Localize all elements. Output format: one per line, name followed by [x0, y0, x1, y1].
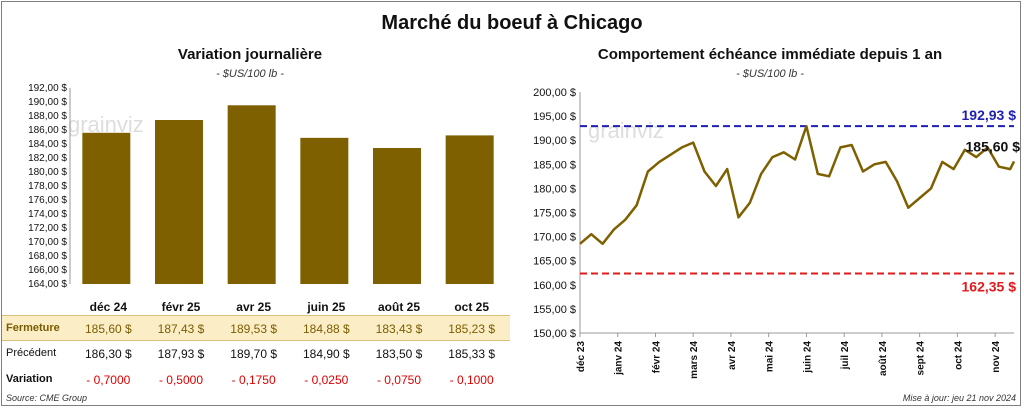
table-cell: - 0,1000 [449, 373, 494, 387]
line-x-tick-label: déc 23 [576, 341, 587, 373]
table-cell: juin 25 [307, 300, 346, 314]
bar-y-tick-label: 172,00 $ [28, 223, 67, 234]
table-cell: - 0,5000 [158, 373, 204, 387]
bar-y-tick-label: 178,00 $ [28, 181, 67, 192]
row-label-variation: Variation [6, 373, 53, 385]
line-y-tick-label: 185,00 $ [533, 159, 576, 171]
bar-chart-unit: - $US/100 lb - [216, 68, 284, 80]
main-title: Marché du boeuf à Chicago [381, 12, 643, 34]
table-cell: 187,93 $ [157, 347, 205, 361]
bar-y-tick-label: 182,00 $ [28, 153, 67, 164]
bar-3 [300, 137, 349, 284]
update-note: Mise à jour: jeu 21 nov 2024 [902, 393, 1016, 403]
table-cell: - 0,7000 [86, 373, 131, 387]
line-x-tick-label: avr 24 [727, 341, 738, 370]
table-cell: août 25 [377, 300, 420, 314]
table-cell: 186,30 $ [84, 347, 132, 361]
line-y-tick-label: 170,00 $ [533, 232, 576, 244]
watermark: grainviz [588, 118, 664, 143]
bar-y-tick-label: 176,00 $ [28, 195, 67, 206]
low-label: 162,35 $ [962, 278, 1017, 294]
bar-y-tick-label: 180,00 $ [28, 167, 67, 178]
table-cell: févr 25 [161, 300, 201, 314]
table-row-precedent: Précédent 186,30 $ 187,93 $ 189,70 $ 184,90 … [2, 341, 510, 365]
high-label: 192,93 $ [962, 107, 1017, 123]
bar-y-tick-label: 190,00 $ [28, 97, 67, 108]
bar-y-tick-label: 192,00 $ [28, 83, 67, 94]
table-row-months: déc 24 févr 25 avr 25 juin 25 août 25 oct 25 [2, 294, 510, 318]
line-y-tick-label: 180,00 $ [533, 183, 576, 195]
bar-1 [155, 119, 203, 284]
table-cell: déc 24 [89, 300, 127, 314]
bar-2 [227, 105, 276, 284]
row-label-precedent: Précédent [6, 347, 57, 359]
table-cell: oct 25 [454, 300, 489, 314]
bar-y-tick-label: 186,00 $ [28, 125, 67, 136]
table-cell: 189,53 $ [230, 322, 278, 336]
bar-y-tick-label: 168,00 $ [28, 251, 67, 262]
line-x-tick-label: oct 24 [953, 341, 964, 370]
bar-chart-title: Variation journalière [177, 46, 323, 63]
table-cell: 185,23 $ [448, 322, 496, 336]
bar-5 [445, 135, 494, 284]
table-row-fermeture: Fermeture 185,60 $ 187,43 $ 189,53 $ 184,88 … [2, 315, 510, 341]
last-price-label: 185,60 $ [966, 138, 1021, 154]
bar-0 [82, 132, 131, 284]
line-y-tick-label: 195,00 $ [533, 111, 576, 123]
table-cell: 183,50 $ [375, 347, 423, 361]
line-y-tick-label: 150,00 $ [533, 328, 576, 340]
table-cell: - 0,0750 [376, 373, 422, 387]
bar-y-tick-label: 174,00 $ [28, 209, 67, 220]
line-x-tick-label: juin 24 [802, 341, 813, 374]
bar-4 [373, 147, 421, 284]
line-x-tick-label: mars 24 [689, 341, 700, 379]
table-cell: avr 25 [236, 300, 271, 314]
table-cell: 185,33 $ [448, 347, 496, 361]
line-x-tick-label: sept 24 [916, 341, 927, 376]
table-cell: 183,43 $ [375, 322, 423, 336]
bar-y-tick-label: 170,00 $ [28, 237, 67, 248]
line-chart-title: Comportement échéance immédiate depuis 1… [597, 46, 943, 63]
table-cell: 184,90 $ [302, 347, 350, 361]
row-label-fermeture: Fermeture [6, 322, 60, 334]
table-cell: 189,70 $ [230, 347, 278, 361]
bar-y-tick-label: 166,00 $ [28, 265, 67, 276]
line-y-tick-label: 200,00 $ [533, 87, 576, 99]
line-chart: grainviz 150,00 $ 155,00 $ 160,00 $ 165,00 $… [533, 87, 1021, 379]
line-x-tick-label: févr 24 [651, 341, 662, 374]
line-x-tick-label: mai 24 [765, 341, 776, 373]
line-x-tick-label: janv 24 [614, 341, 625, 376]
line-x-tick-label: juil 24 [840, 341, 851, 371]
source-note: Source: CME Group [6, 393, 88, 403]
line-chart-unit: - $US/100 lb - [736, 68, 804, 80]
line-y-tick-label: 175,00 $ [533, 208, 576, 220]
table-cell: - 0,1750 [231, 373, 276, 387]
line-x-tick-label: août 24 [878, 341, 889, 376]
line-x-tick-label: nov 24 [991, 341, 1002, 373]
line-y-tick-label: 155,00 $ [533, 304, 576, 316]
table-row-variation: Variation - 0,7000 - 0,5000 - 0,1750 - 0,025… [2, 367, 510, 391]
bar-y-tick-label: 188,00 $ [28, 111, 67, 122]
line-y-tick-label: 165,00 $ [533, 256, 576, 268]
table-cell: - 0,0250 [304, 373, 349, 387]
price-line [579, 124, 1016, 246]
line-y-tick-label: 160,00 $ [533, 280, 576, 292]
table-cell: 185,60 $ [84, 322, 132, 336]
bar-y-tick-label: 184,00 $ [28, 139, 67, 150]
line-y-tick-label: 190,00 $ [533, 135, 576, 147]
table-cell: 184,88 $ [302, 322, 350, 336]
bar-y-tick-label: 164,00 $ [28, 279, 67, 290]
table-cell: 187,43 $ [157, 322, 205, 336]
